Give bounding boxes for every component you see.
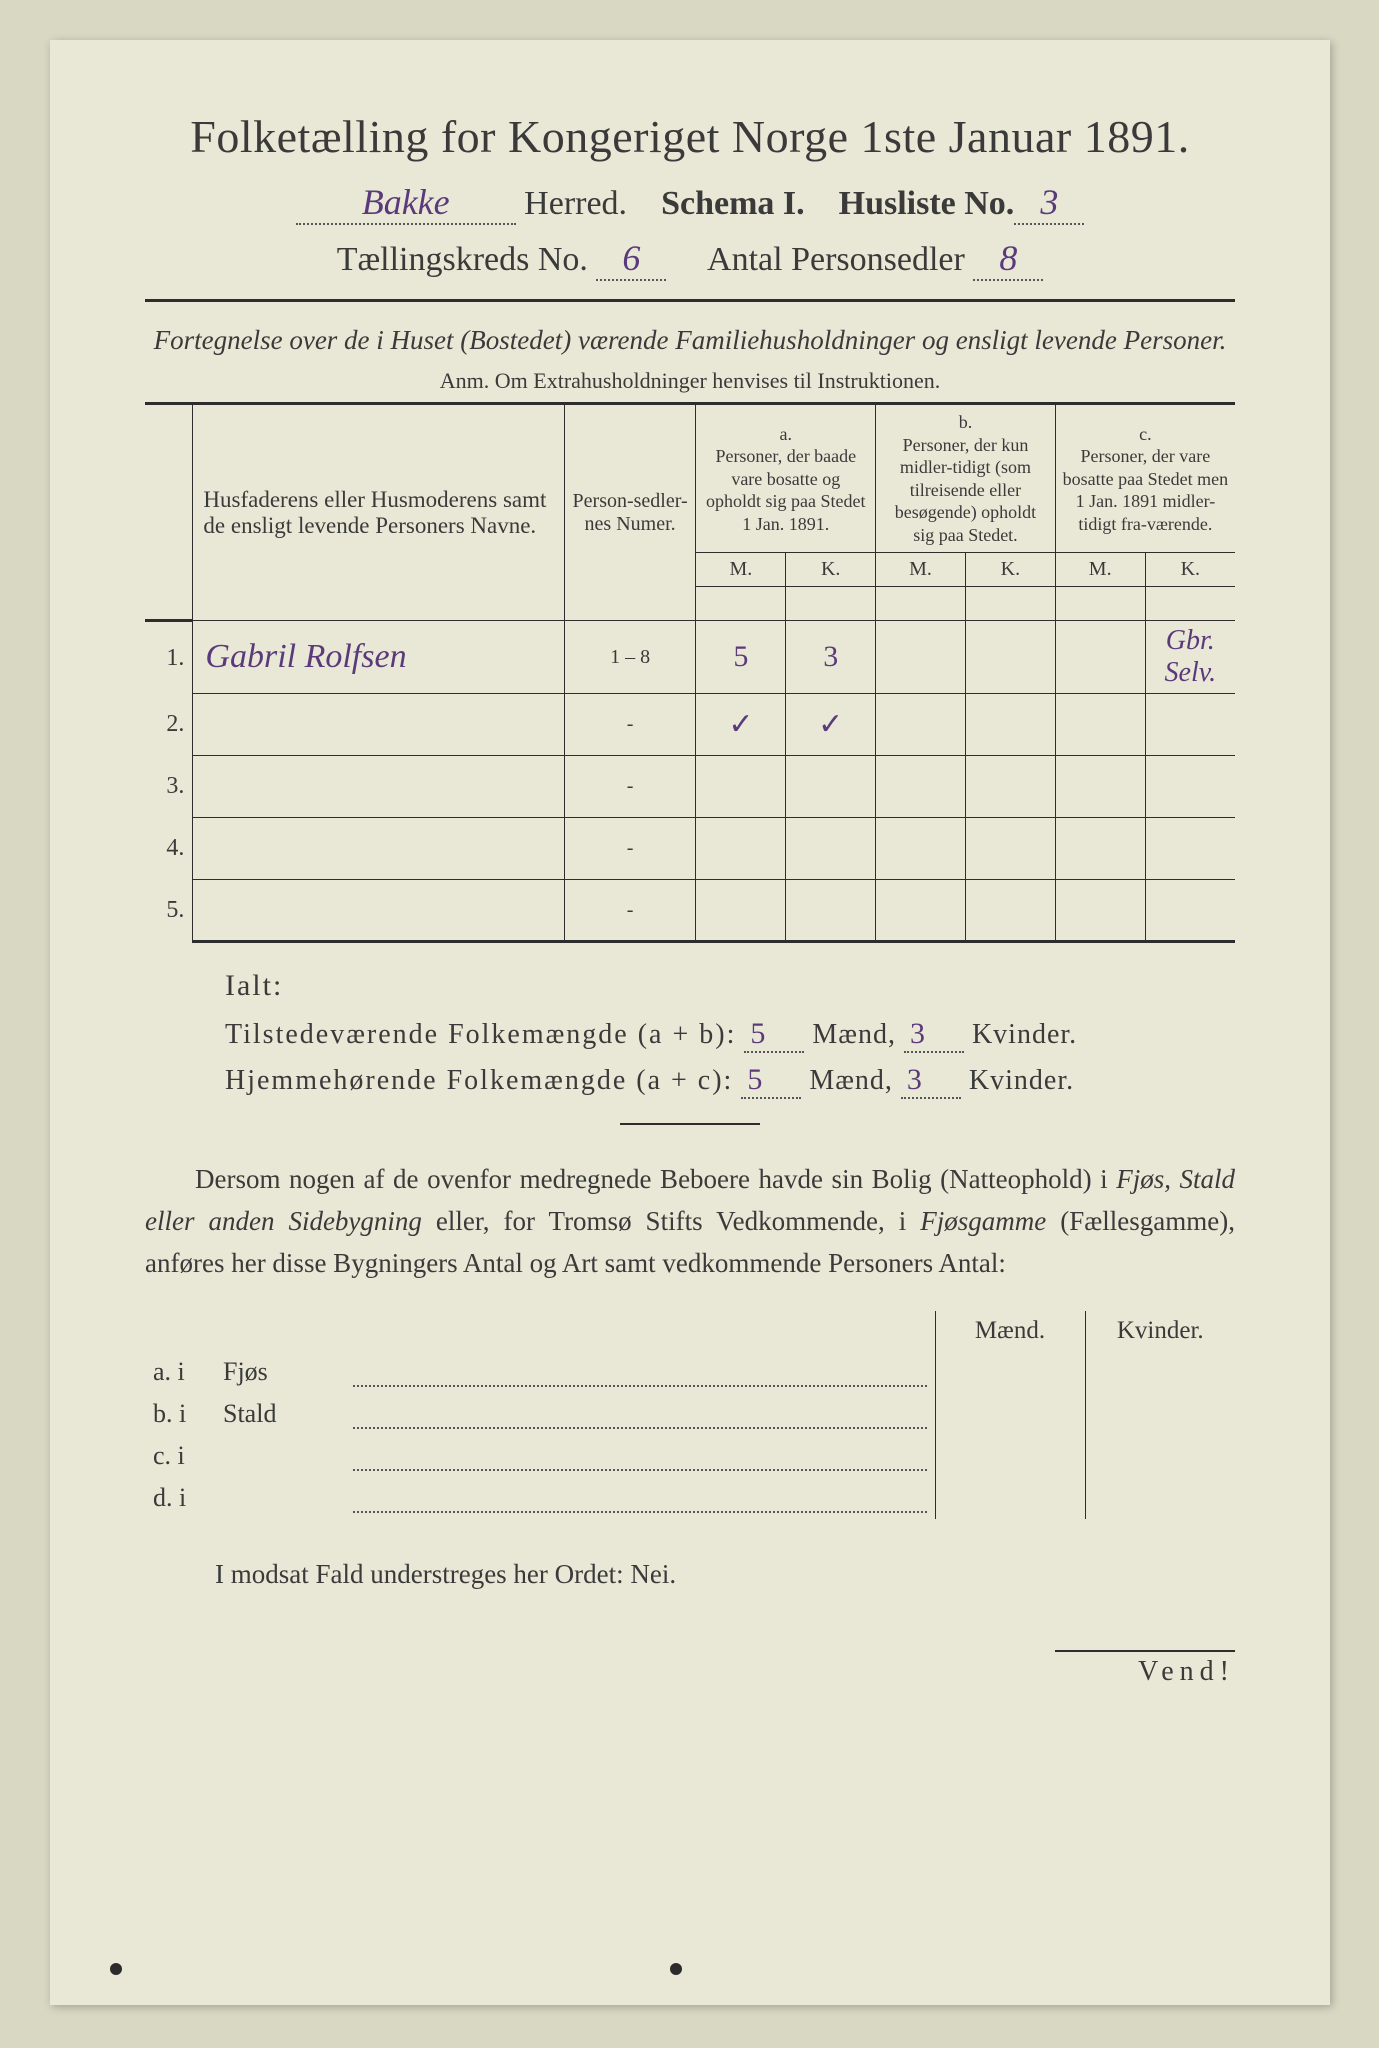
col-group-c: c.Personer, der vare bosatte paa Stedet …: [1055, 404, 1235, 553]
total-resident: Hjemmehørende Folkemængde (a + c): 5 Mæn…: [225, 1063, 1235, 1099]
header-line-2: Bakke Herred. Schema I. Husliste No. 3: [145, 181, 1235, 225]
col-a-k: K.: [786, 553, 876, 587]
col-b-k: K.: [965, 553, 1055, 587]
col-name-header: Husfaderens eller Husmoderens samt de en…: [193, 404, 564, 621]
col-c-m: M.: [1055, 553, 1145, 587]
household-table: Husfaderens eller Husmoderens samt de en…: [145, 402, 1235, 943]
census-form-page: Folketælling for Kongeriget Norge 1ste J…: [50, 40, 1330, 2005]
antal-label: Antal Personsedler: [707, 241, 965, 278]
vend-label: Vend!: [1055, 1650, 1235, 1688]
col-a-m: M.: [696, 553, 786, 587]
husliste-value: 3: [1040, 182, 1058, 222]
resident-k: 3: [907, 1063, 923, 1096]
present-m: 5: [750, 1017, 766, 1050]
total-present: Tilstedeværende Folkemængde (a + b): 5 M…: [225, 1017, 1235, 1053]
header-line-3: Tællingskreds No. 6 Antal Personsedler 8: [145, 237, 1235, 281]
col-b-m: M.: [876, 553, 966, 587]
antal-value: 8: [999, 238, 1017, 278]
outbuilding-row: b. iStald: [145, 1393, 1235, 1435]
resident-m: 5: [747, 1063, 763, 1096]
subtitle: Fortegnelse over de i Huset (Bostedet) v…: [145, 322, 1235, 358]
herred-value: Bakke: [362, 182, 450, 222]
col-num-header: Person-sedler-nes Numer.: [564, 404, 696, 621]
col-group-b: b.Personer, der kun midler-tidigt (som t…: [876, 404, 1056, 553]
schema-label: Schema I.: [661, 185, 805, 222]
anm-note: Anm. Om Extrahusholdninger henvises til …: [145, 368, 1235, 394]
hole-mark: [670, 1963, 682, 1975]
rule-1: [145, 299, 1235, 302]
hole-mark: [110, 1963, 122, 1975]
table-row: 5.-: [145, 880, 1235, 942]
page-title: Folketælling for Kongeriget Norge 1ste J…: [145, 110, 1235, 163]
outbuilding-row: d. i: [145, 1477, 1235, 1519]
col-c-k: K.: [1145, 553, 1235, 587]
col-group-a: a.Personer, der baade vare bosatte og op…: [696, 404, 876, 553]
bottom-maend: Mænd.: [935, 1311, 1085, 1351]
table-row: 2.-✓✓: [145, 694, 1235, 756]
outbuilding-row: a. iFjøs: [145, 1351, 1235, 1393]
kreds-label: Tællingskreds No.: [337, 241, 588, 278]
husliste-label: Husliste No.: [839, 185, 1015, 222]
outbuilding-paragraph: Dersom nogen af de ovenfor medregnede Be…: [145, 1159, 1235, 1285]
present-k: 3: [910, 1017, 926, 1050]
totals-block: Ialt: Tilstedeværende Folkemængde (a + b…: [225, 969, 1235, 1099]
herred-label: Herred.: [524, 185, 627, 222]
ialt-label: Ialt:: [225, 969, 1235, 1003]
short-rule: [620, 1123, 760, 1125]
nei-line: I modsat Fald understreges her Ordet: Ne…: [145, 1559, 1235, 1590]
outbuilding-table: Mænd. Kvinder. a. iFjøsb. iStaldc. id. i: [145, 1311, 1235, 1519]
kreds-value: 6: [622, 238, 640, 278]
table-row: 1.Gabril Rolfsen1 – 853Gbr. Selv.: [145, 621, 1235, 694]
table-row: 3.-: [145, 756, 1235, 818]
bottom-kvinder: Kvinder.: [1085, 1311, 1235, 1351]
outbuilding-row: c. i: [145, 1435, 1235, 1477]
table-row: 4.-: [145, 818, 1235, 880]
